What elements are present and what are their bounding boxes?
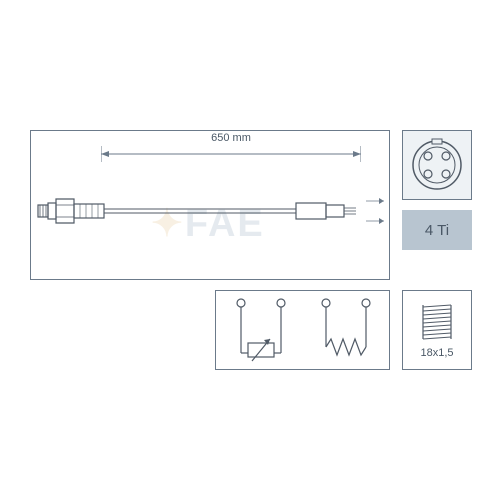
sensor-type-label: 4 Ti bbox=[425, 222, 449, 239]
length-label: 650 mm bbox=[207, 132, 255, 144]
thread-spec-label: 18x1,5 bbox=[420, 347, 453, 359]
sensor-illustration bbox=[36, 191, 386, 231]
circuit-panel bbox=[215, 290, 390, 370]
connector-face-icon bbox=[410, 138, 464, 192]
technical-diagram: 650 mm ✦FAE bbox=[20, 110, 480, 390]
sensor-type-panel: 4 Ti bbox=[402, 210, 472, 250]
circuit-schematic-icon bbox=[216, 291, 391, 371]
dimension-arrows-icon bbox=[101, 146, 361, 166]
connector-panel bbox=[402, 130, 472, 200]
oxygen-sensor-icon bbox=[36, 191, 386, 231]
main-sensor-panel: 650 mm ✦FAE bbox=[30, 130, 390, 280]
dimension-indicator: 650 mm bbox=[101, 146, 361, 166]
thread-coil-icon bbox=[417, 301, 457, 343]
thread-panel: 18x1,5 bbox=[402, 290, 472, 370]
